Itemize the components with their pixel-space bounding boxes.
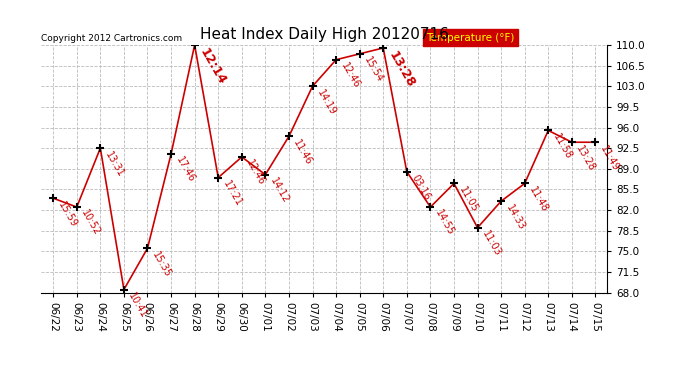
Text: 14:33: 14:33 (504, 202, 526, 232)
Text: 11:46: 11:46 (292, 138, 314, 167)
Text: Temperature (°F): Temperature (°F) (426, 33, 515, 42)
Text: 15:59: 15:59 (56, 200, 79, 229)
Text: 12:46: 12:46 (244, 158, 267, 188)
Text: 15:54: 15:54 (362, 55, 385, 84)
Text: 11:58: 11:58 (551, 132, 573, 161)
Title: Heat Index Daily High 20120716: Heat Index Daily High 20120716 (200, 27, 448, 42)
Text: 11:49: 11:49 (598, 144, 621, 172)
Text: 10:41: 10:41 (127, 291, 149, 320)
Text: Copyright 2012 Cartronics.com: Copyright 2012 Cartronics.com (41, 33, 183, 42)
Text: 12:46: 12:46 (339, 61, 362, 90)
Text: 14:19: 14:19 (315, 88, 338, 117)
Text: 17:21: 17:21 (221, 179, 244, 208)
Text: 13:31: 13:31 (103, 150, 126, 178)
Text: 12:14: 12:14 (197, 46, 228, 87)
Text: 03:16: 03:16 (410, 173, 432, 202)
Text: 10:52: 10:52 (79, 209, 102, 238)
Text: 11:03: 11:03 (480, 229, 503, 258)
Text: 13:28: 13:28 (386, 50, 417, 90)
Text: 17:46: 17:46 (174, 155, 197, 184)
Text: 11:48: 11:48 (527, 185, 550, 214)
Text: 14:12: 14:12 (268, 176, 290, 205)
Text: 15:35: 15:35 (150, 250, 173, 279)
Text: 11:05: 11:05 (457, 185, 480, 214)
Text: 14:55: 14:55 (433, 209, 456, 238)
Text: 13:28: 13:28 (575, 144, 598, 173)
